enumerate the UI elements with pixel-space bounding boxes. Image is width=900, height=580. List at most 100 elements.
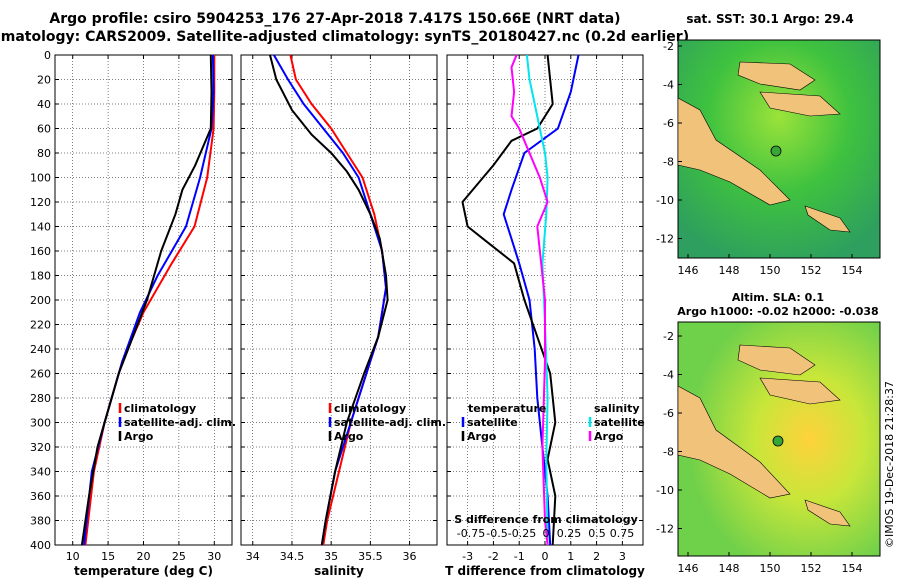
map-y-tick-label: -12: [656, 523, 674, 536]
series-line-climatology: [84, 55, 216, 546]
depth-tick-label: 280: [30, 392, 51, 405]
legend-label: climatology: [334, 402, 406, 415]
map-x-tick-label: 146: [678, 264, 699, 277]
new-britain-island-2: [759, 377, 841, 405]
x-axis-label: salinity: [314, 564, 364, 578]
x-tick-label: -3: [462, 550, 473, 563]
s-tick-label: 0: [543, 527, 550, 540]
imos-credit: ©IMOS 19-Dec-2018 21:28:37: [883, 381, 896, 548]
sla-map: Altim. SLA: 0.1 Argo h1000: -0.02 h2000:…: [656, 291, 881, 575]
map-x-tick-label: 148: [719, 562, 740, 575]
depth-tick-label: 80: [37, 147, 51, 160]
x-tick-label: 1: [567, 550, 574, 563]
map-x-tick-label: 150: [760, 264, 781, 277]
island-south-2: [804, 499, 851, 527]
temperature-panel: 0 20 40 60 80 100 120 140 160 180 200 220 240 260 280 3…: [30, 49, 236, 578]
depth-tick-label: 220: [30, 319, 51, 332]
depth-tick-label: 60: [37, 123, 51, 136]
s-tick-label: -0.75: [457, 527, 485, 540]
x-tick-label: 35: [324, 550, 338, 563]
depth-tick-label: 320: [30, 441, 51, 454]
map-x-tick-label: 146: [678, 562, 699, 575]
x-tick-label: 36: [403, 550, 417, 563]
x-tick-label: 10: [66, 550, 80, 563]
new-guinea-landmass-2: [677, 385, 791, 499]
plot-frame: [446, 54, 644, 546]
legend-label: satellite-adj. clim.: [334, 416, 446, 429]
island-south: [804, 205, 851, 233]
sla-map-title-line2: Argo h1000: -0.02 h2000: -0.038: [677, 305, 878, 318]
plot-frame: [240, 54, 438, 546]
s-tick-label: 0.75: [610, 527, 635, 540]
x-tick-label: 20: [137, 550, 151, 563]
x-tick-label: -1: [514, 550, 525, 563]
series-line-s-satellite: [525, 54, 549, 546]
s-difference-label: S difference from climatology: [454, 513, 638, 526]
legend-label: satellite: [594, 416, 645, 429]
map-x-tick-label: 148: [719, 264, 740, 277]
depth-tick-label: 160: [30, 245, 51, 258]
s-tick-label: -0.5: [486, 527, 507, 540]
map-y-tick-label: -6: [663, 407, 674, 420]
map-x-tick-label: 150: [760, 562, 781, 575]
s-tick-label: 0.5: [588, 527, 606, 540]
sst-map-title: sat. SST: 30.1 Argo: 29.4: [686, 12, 853, 26]
map-y-tick-label: -12: [656, 233, 674, 246]
legend-label: climatology: [124, 402, 196, 415]
map-y-tick-label: -8: [663, 446, 674, 459]
map-y-tick-label: -10: [656, 484, 674, 497]
legend-label: Argo: [467, 430, 497, 443]
argo-float-marker-2: [772, 435, 784, 447]
depth-tick-label: 340: [30, 466, 51, 479]
legend-label: Argo: [124, 430, 154, 443]
series-line-argo: [269, 54, 389, 546]
map-y-tick-label: -4: [663, 79, 674, 92]
depth-tick-label: 40: [37, 98, 51, 111]
argo-float-marker: [770, 145, 782, 157]
depth-tick-label: 100: [30, 172, 51, 185]
x-tick-label: 2: [593, 550, 600, 563]
legend-label: Argo: [594, 430, 624, 443]
figure-title-line2: Climatology: CARS2009. Satellite-adjuste…: [0, 29, 689, 45]
map-y-tick-label: -2: [663, 330, 674, 343]
map-y-tick-label: -8: [663, 156, 674, 169]
depth-tick-label: 380: [30, 515, 51, 528]
legend-label: temperature: [468, 402, 546, 415]
depth-tick-label: 120: [30, 196, 51, 209]
depth-tick-label: 260: [30, 368, 51, 381]
map-x-tick-label: 154: [842, 562, 863, 575]
depth-tick-label: 180: [30, 270, 51, 283]
sla-map-title-line1: Altim. SLA: 0.1: [732, 291, 824, 304]
legend-label: Argo: [334, 430, 364, 443]
series-line-t-satellite: [502, 54, 580, 546]
s-tick-label: -0.25: [508, 527, 536, 540]
depth-tick-label: 140: [30, 221, 51, 234]
depth-tick-label: 20: [37, 74, 51, 87]
map-x-tick-label: 152: [801, 264, 822, 277]
new-britain-island: [759, 91, 841, 117]
legend-label: satellite: [467, 416, 518, 429]
x-axis-label: temperature (deg C): [74, 564, 213, 578]
sst-map: sat. SST: 30.1 Argo: 29.4 -2 -4 -6 -8 -10 -12…: [656, 12, 881, 277]
series-line-argo: [80, 54, 213, 546]
series-line-t-argo: [461, 54, 557, 546]
depth-tick-label: 240: [30, 343, 51, 356]
depth-tick-label: 300: [30, 417, 51, 430]
salinity-panel: 34 34.5 35 35.5 36 salinity climatologysatelli…: [240, 54, 446, 578]
figure-title-line1: Argo profile: csiro 5904253_176 27-Apr-2…: [49, 11, 620, 27]
x-tick-label: 30: [207, 550, 221, 563]
x-tick-label: 0: [542, 550, 549, 563]
plot-frame: [54, 54, 233, 546]
depth-tick-label: 200: [30, 294, 51, 307]
difference-panel: -3 -2 -1 0 1 2 3T difference from climatology t…: [445, 54, 645, 578]
x-tick-label: 34: [246, 550, 260, 563]
map-y-tick-label: -6: [663, 117, 674, 130]
depth-tick-label: 360: [30, 490, 51, 503]
map-y-tick-label: -10: [656, 194, 674, 207]
x-tick-label: 34.5: [280, 550, 305, 563]
depth-tick-label: 400: [30, 539, 51, 552]
x-axis-label: T difference from climatology: [445, 564, 645, 578]
map-x-tick-label: 152: [801, 562, 822, 575]
x-tick-label: -2: [488, 550, 499, 563]
x-tick-label: 25: [172, 550, 186, 563]
